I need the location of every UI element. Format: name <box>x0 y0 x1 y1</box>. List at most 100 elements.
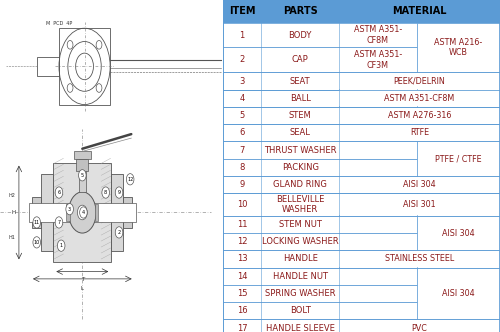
Bar <box>339 108 500 124</box>
Text: HANDLE SLEEVE: HANDLE SLEEVE <box>266 323 334 332</box>
Bar <box>417 268 500 319</box>
Bar <box>222 176 500 193</box>
Bar <box>76 159 88 171</box>
Bar <box>222 90 500 107</box>
Bar <box>222 268 500 285</box>
Text: STAINLESS STEEL: STAINLESS STEEL <box>385 254 454 264</box>
Text: BELLEVILLE
WASHER: BELLEVILLE WASHER <box>276 195 324 214</box>
Text: H2: H2 <box>8 193 16 199</box>
Text: 6: 6 <box>58 190 60 195</box>
Circle shape <box>68 192 96 233</box>
Circle shape <box>126 174 134 185</box>
Text: 11: 11 <box>34 220 40 225</box>
Bar <box>339 251 500 267</box>
Bar <box>29 203 136 222</box>
Text: PEEK/DELRIN: PEEK/DELRIN <box>394 76 446 86</box>
Circle shape <box>33 237 40 248</box>
Text: H: H <box>12 210 16 215</box>
Circle shape <box>55 217 62 228</box>
Text: 12: 12 <box>127 177 134 182</box>
Text: STAINLESS STEEL: STAINLESS STEEL <box>385 254 454 264</box>
Text: AISI 304: AISI 304 <box>442 289 474 298</box>
Text: PVC: PVC <box>412 323 428 332</box>
Text: STEM NUT: STEM NUT <box>279 220 322 229</box>
Bar <box>222 250 500 268</box>
Text: 12: 12 <box>236 237 247 246</box>
Text: MATERIAL: MATERIAL <box>392 6 447 16</box>
Circle shape <box>102 187 110 198</box>
Text: ASTM A351-
CF3M: ASTM A351- CF3M <box>354 50 402 70</box>
Bar <box>54 163 111 262</box>
Text: BALL: BALL <box>290 94 310 103</box>
Text: BOLT: BOLT <box>290 306 310 315</box>
Circle shape <box>78 205 87 220</box>
Text: 8: 8 <box>239 163 244 172</box>
Text: AISI 304: AISI 304 <box>403 180 436 189</box>
Text: CAP: CAP <box>292 55 308 64</box>
Circle shape <box>78 170 86 181</box>
Bar <box>222 124 500 141</box>
Text: 2: 2 <box>118 230 120 235</box>
Text: 6: 6 <box>239 128 244 137</box>
Bar <box>222 23 500 47</box>
Bar <box>74 151 90 159</box>
Text: 1: 1 <box>60 243 63 248</box>
Bar <box>222 319 500 332</box>
Bar <box>339 177 500 193</box>
Bar <box>222 141 500 159</box>
Text: ASTM A276-316: ASTM A276-316 <box>388 111 451 120</box>
Text: ASTM A351-CF8M: ASTM A351-CF8M <box>384 94 454 103</box>
Circle shape <box>80 207 87 218</box>
Text: PEEK/DELRIN: PEEK/DELRIN <box>394 76 446 86</box>
Text: 8: 8 <box>104 190 107 195</box>
Circle shape <box>33 217 40 228</box>
Text: ASTM A276-316: ASTM A276-316 <box>388 111 451 120</box>
Text: M  PCD  4P: M PCD 4P <box>46 21 72 26</box>
Text: PACKING: PACKING <box>282 163 319 172</box>
Bar <box>417 216 500 250</box>
Text: AISI 304: AISI 304 <box>403 180 436 189</box>
Bar <box>59 28 110 105</box>
Circle shape <box>58 240 65 251</box>
Text: 16: 16 <box>236 306 247 315</box>
Bar <box>222 107 500 124</box>
Bar <box>339 320 500 332</box>
Text: 3: 3 <box>239 76 244 86</box>
Bar <box>339 73 500 89</box>
Bar <box>222 233 500 250</box>
Text: T: T <box>80 277 84 282</box>
Bar <box>79 159 86 192</box>
Text: 7: 7 <box>239 145 244 155</box>
Text: LOCKING WASHER: LOCKING WASHER <box>262 237 338 246</box>
Text: 9: 9 <box>240 180 244 189</box>
Circle shape <box>55 187 62 198</box>
Bar <box>222 159 500 176</box>
Text: SEAL: SEAL <box>290 128 310 137</box>
Text: 5: 5 <box>240 111 244 120</box>
Bar <box>339 125 500 141</box>
Text: PARTS: PARTS <box>283 6 318 16</box>
Text: AISI 301: AISI 301 <box>403 200 436 209</box>
Text: 17: 17 <box>236 323 247 332</box>
Text: ASTM A351-CF8M: ASTM A351-CF8M <box>384 94 454 103</box>
Text: HANDLE: HANDLE <box>283 254 318 264</box>
Circle shape <box>66 204 74 215</box>
Text: 11: 11 <box>236 220 247 229</box>
Text: 10: 10 <box>236 200 247 209</box>
Bar <box>66 205 70 221</box>
Text: STEM: STEM <box>289 111 312 120</box>
Text: H1: H1 <box>8 235 16 240</box>
Bar <box>222 193 500 216</box>
Bar <box>124 197 132 228</box>
Text: PVC: PVC <box>412 323 428 332</box>
Text: SPRING WASHER: SPRING WASHER <box>265 289 336 298</box>
Circle shape <box>116 227 123 238</box>
Text: ASTM A351-
CF8M: ASTM A351- CF8M <box>354 25 402 45</box>
Bar <box>339 194 500 215</box>
Bar <box>222 302 500 319</box>
Text: PTFE / CTFE: PTFE / CTFE <box>435 154 482 163</box>
Text: ASTM A216-
WCB: ASTM A216- WCB <box>434 38 482 57</box>
Bar <box>222 72 500 90</box>
Text: THRUST WASHER: THRUST WASHER <box>264 145 336 155</box>
Bar <box>111 174 124 251</box>
